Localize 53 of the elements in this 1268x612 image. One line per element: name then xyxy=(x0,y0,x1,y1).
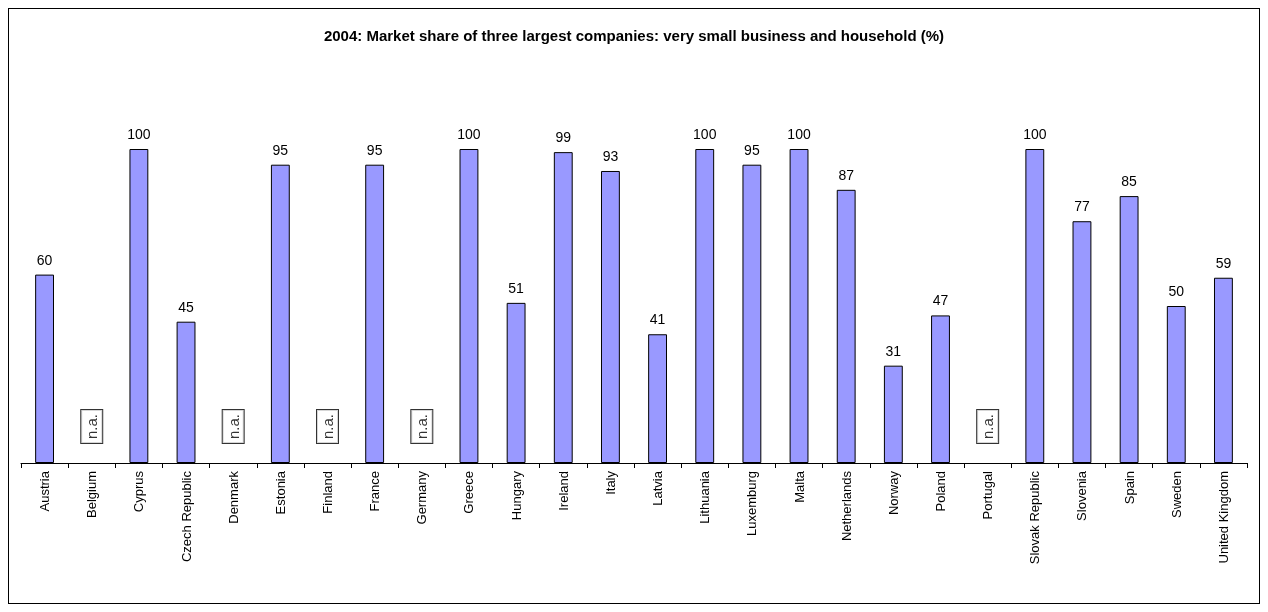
data-label: 99 xyxy=(555,129,572,146)
data-label: 100 xyxy=(457,126,481,142)
x-tick-label: Cyprus xyxy=(131,470,147,513)
data-label: 31 xyxy=(885,342,902,359)
text: n.a. xyxy=(413,413,431,439)
text: n.a. xyxy=(83,413,101,439)
data-label: 93 xyxy=(602,147,619,164)
x-tick-label: Greece xyxy=(461,471,477,514)
x-tick-label: Slovenia xyxy=(1074,470,1090,521)
chart-title: 2004: Market share of three largest companies: very small business and household (%) xyxy=(323,27,945,44)
x-tick-label: Czech Republic xyxy=(178,470,194,563)
x-tick-label: United Kingdom xyxy=(1215,471,1231,564)
text: n.a. xyxy=(979,413,997,439)
data-label: 100 xyxy=(693,126,717,142)
x-tick-label: Finland xyxy=(320,471,335,514)
x-tick-label: Hungary xyxy=(508,470,524,521)
x-tick-label: Belgium xyxy=(84,471,100,518)
data-label: 85 xyxy=(1121,173,1138,190)
x-tick-label: Austria xyxy=(37,470,53,512)
x-tick-label: Italy xyxy=(602,470,618,495)
x-tick-label: Luxemburg xyxy=(744,471,760,537)
x-tick-label: Lithuania xyxy=(697,470,713,524)
data-label: 100 xyxy=(1023,126,1047,142)
data-label: 41 xyxy=(649,311,666,328)
text: n.a. xyxy=(224,413,242,439)
data-label: 60 xyxy=(36,251,53,268)
x-tick-label: France xyxy=(367,471,383,512)
data-label: 45 xyxy=(178,298,195,315)
data-label: 95 xyxy=(272,141,289,158)
data-label: 77 xyxy=(1074,198,1090,215)
x-tick-label: Sweden xyxy=(1168,471,1184,518)
data-label: 50 xyxy=(1168,283,1185,299)
data-label: 59 xyxy=(1215,254,1232,271)
data-label: 100 xyxy=(127,126,151,142)
data-label: 51 xyxy=(508,279,525,296)
x-tick-label: Spain xyxy=(1121,471,1137,505)
x-tick-label: Portugal xyxy=(980,470,996,520)
x-tick-label: Latvia xyxy=(650,470,666,506)
x-tick-label: Denmark xyxy=(225,470,241,524)
x-tick-label: Estonia xyxy=(272,470,288,515)
data-label: 87 xyxy=(838,166,855,183)
x-tick-label: Germany xyxy=(414,470,430,525)
x-tick-label: Poland xyxy=(933,471,948,512)
data-label: 47 xyxy=(932,292,949,309)
x-tick-label: Norway xyxy=(885,470,901,516)
x-tick-label: Ireland xyxy=(555,471,571,511)
data-label: 95 xyxy=(744,141,760,158)
data-label: 100 xyxy=(787,126,811,142)
x-tick-label: Malta xyxy=(791,470,807,503)
x-tick-label: Slovak Republic xyxy=(1027,470,1043,565)
text: n.a. xyxy=(319,413,336,439)
data-label: 95 xyxy=(366,141,383,158)
x-tick-label: Netherlands xyxy=(838,470,854,542)
